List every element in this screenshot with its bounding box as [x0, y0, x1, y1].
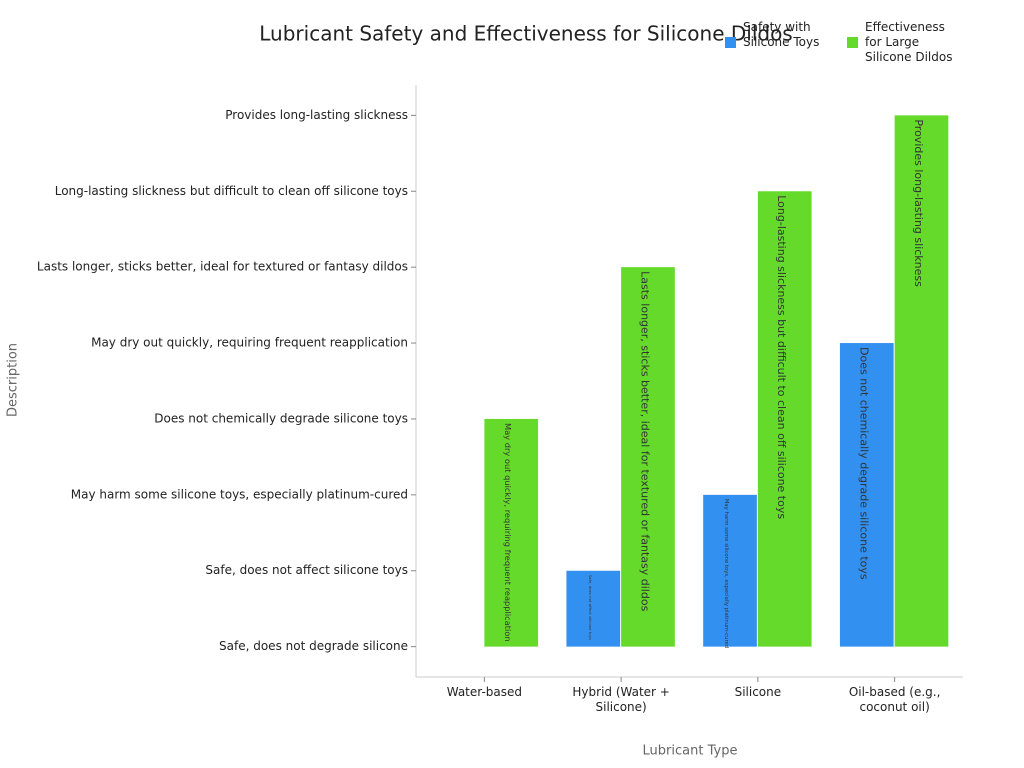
x-axis-label: Lubricant Type	[643, 744, 738, 759]
y-tick-label: Long-lasting slickness but difficult to …	[55, 184, 408, 198]
bar	[484, 418, 539, 647]
legend-swatch	[847, 37, 858, 48]
bar	[621, 267, 675, 647]
bar	[839, 343, 894, 647]
y-tick-label: Safe, does not degrade silicone	[219, 639, 408, 653]
x-tick-label: Hybrid (Water + Silicone)	[572, 685, 670, 714]
data-label: Does not chemically degrade silicone toy…	[857, 347, 870, 580]
data-label: May dry out quickly, requiring frequent …	[503, 423, 513, 642]
data-label: Provides long-lasting slickness	[912, 119, 925, 287]
y-tick-label: Lasts longer, sticks better, ideal for t…	[37, 260, 408, 274]
x-tick-label: Water-based	[446, 685, 522, 699]
y-axis-label: Description	[6, 343, 21, 417]
data-label: Lasts longer, sticks better, ideal for t…	[638, 271, 651, 611]
data-label: Long-lasting slickness but difficult to …	[775, 195, 788, 519]
y-tick-label: May harm some silicone toys, especially …	[71, 487, 408, 501]
y-tick-label: Does not chemically degrade silicone toy…	[154, 411, 408, 425]
bar	[566, 570, 621, 647]
x-tick-label: Oil-based (e.g., coconut oil)	[848, 685, 941, 714]
x-tick-label: Silicone	[734, 685, 782, 699]
chart-title: Lubricant Safety and Effectiveness for S…	[259, 22, 792, 46]
bar	[894, 115, 949, 647]
y-tick-label: May dry out quickly, requiring frequent …	[91, 336, 408, 350]
data-label: Safe, does not affect silicone toys	[588, 575, 593, 640]
y-tick-label: Provides long-lasting slickness	[225, 108, 408, 122]
bar	[703, 494, 757, 647]
y-tick-label: Safe, does not affect silicone toys	[205, 563, 408, 577]
legend-label: Safety with Silicone Toys	[743, 20, 820, 49]
legend-swatch	[725, 37, 736, 48]
legend-label: Effectiveness for Large Silicone Dildos	[865, 20, 953, 64]
bar	[757, 191, 812, 647]
data-label: May harm some silicone toys, especially …	[723, 499, 729, 648]
